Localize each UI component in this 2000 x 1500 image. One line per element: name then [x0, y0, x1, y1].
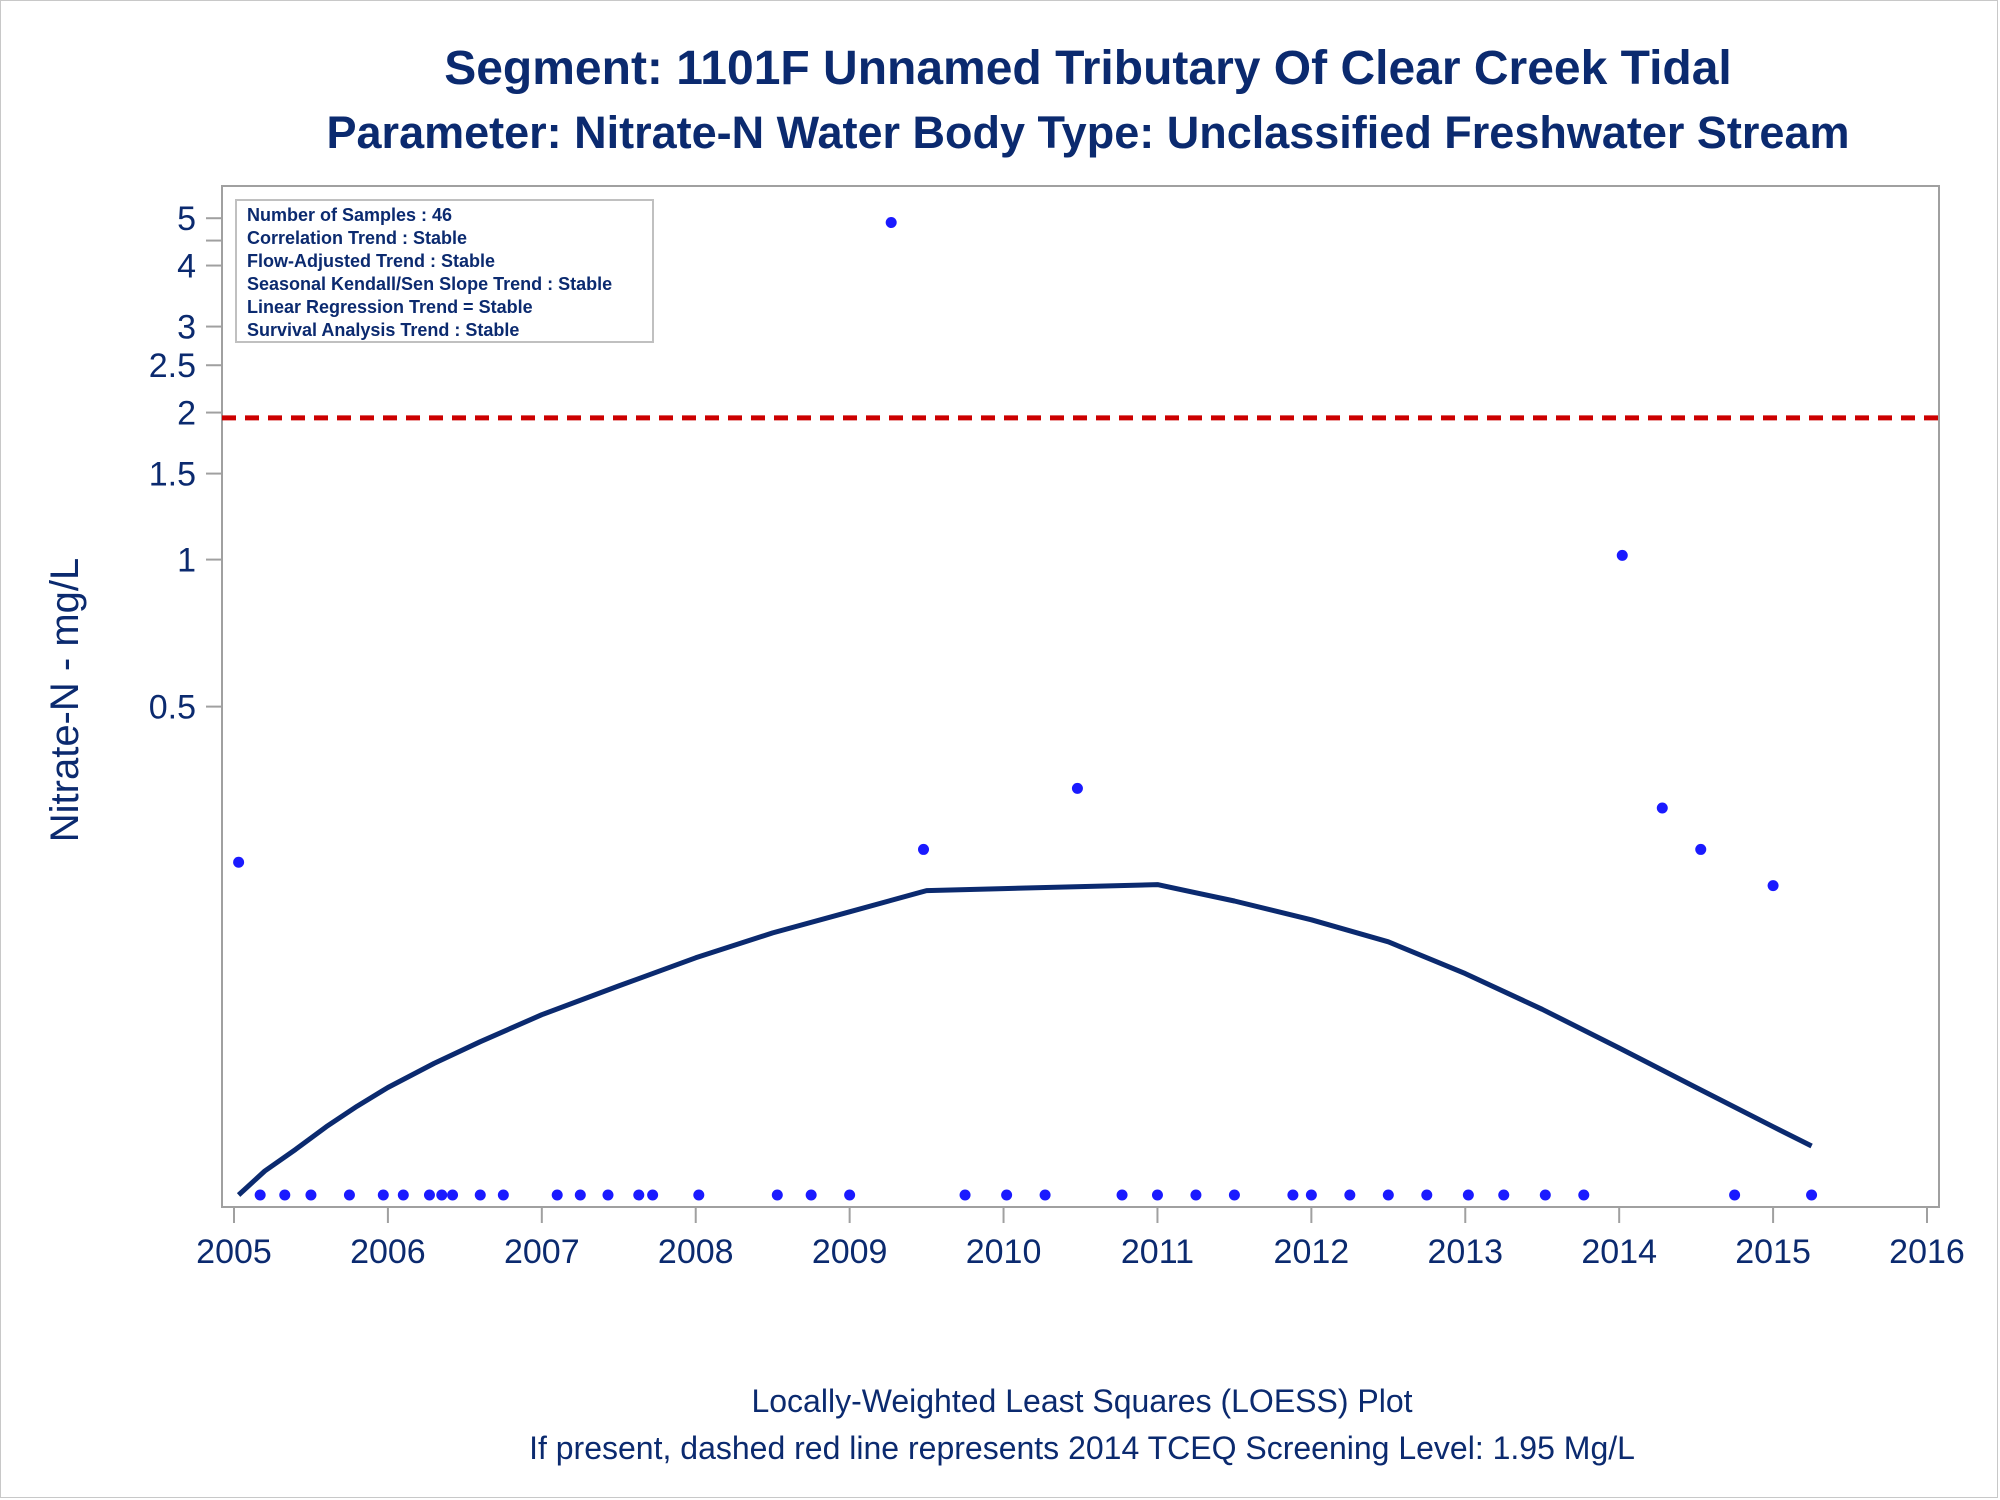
data-point	[254, 1189, 266, 1201]
data-point	[1539, 1189, 1551, 1201]
data-point	[1287, 1189, 1299, 1201]
x-tick-label: 2006	[350, 1233, 426, 1271]
data-point	[1729, 1189, 1741, 1201]
data-point	[647, 1189, 659, 1201]
data-point	[1382, 1189, 1394, 1201]
data-point	[1767, 880, 1779, 892]
x-tick-label: 2005	[196, 1233, 272, 1271]
x-tick-label: 2014	[1581, 1233, 1657, 1271]
x-tick-label: 2013	[1427, 1233, 1503, 1271]
data-point	[377, 1189, 389, 1201]
data-point	[1344, 1189, 1356, 1201]
data-point	[551, 1189, 563, 1201]
data-point	[1228, 1189, 1240, 1201]
y-axis: 5 4 32.5 2 1.5 1 0.5	[149, 200, 222, 727]
data-point	[1039, 1189, 1051, 1201]
stats-line-flow-adjusted: Flow-Adjusted Trend : Stable	[247, 251, 495, 271]
plot-frame	[221, 185, 1940, 1208]
y-tick-label: 3	[177, 309, 196, 347]
data-point	[1656, 802, 1668, 814]
x-tick-label: 2008	[658, 1233, 734, 1271]
y-tick-label: 1	[177, 542, 196, 580]
data-point	[1806, 1189, 1818, 1201]
chart-title: Segment: 1101F Unnamed Tributary Of Clea…	[444, 42, 1732, 95]
data-point	[693, 1189, 705, 1201]
y-tick-label: 0.5	[149, 689, 196, 727]
y-axis-label: Nitrate-N - mg/L	[43, 558, 87, 843]
stats-line-survival-analysis: Survival Analysis Trend : Stable	[247, 320, 519, 340]
data-point	[1116, 1189, 1128, 1201]
stats-box: Number of Samples : 46 Correlation Trend…	[235, 199, 654, 343]
chart-subtitle: Parameter: Nitrate-N Water Body Type: Un…	[327, 107, 1850, 158]
data-point	[1421, 1189, 1433, 1201]
data-point	[1462, 1189, 1474, 1201]
y-tick-label: 4	[177, 248, 196, 286]
x-tick-label: 2015	[1735, 1233, 1811, 1271]
data-point	[1190, 1189, 1202, 1201]
loess-curve	[236, 882, 1813, 1197]
data-point	[602, 1189, 614, 1201]
data-point	[844, 1189, 856, 1201]
footnote-screening-level: If present, dashed red line represents 2…	[529, 1430, 1635, 1466]
x-tick-label: 2012	[1274, 1233, 1350, 1271]
data-point	[633, 1189, 645, 1201]
data-point	[574, 1189, 586, 1201]
stats-line-correlation: Correlation Trend : Stable	[247, 228, 467, 248]
data-point	[771, 1189, 783, 1201]
x-tick-label: 2011	[1121, 1233, 1194, 1271]
y-tick-label: 5	[177, 200, 196, 238]
data-point	[436, 1189, 448, 1201]
x-tick-label: 2016	[1889, 1233, 1965, 1271]
data-point	[1071, 782, 1083, 794]
plot-area	[221, 185, 1940, 1208]
stats-line-samples: Number of Samples : 46	[247, 205, 452, 225]
x-axis: 2005 2006 2007 2008 2009 2010 2011 2012 2013 2014…	[196, 1207, 1965, 1271]
x-tick-label: 2009	[812, 1233, 888, 1271]
stats-box-frame	[235, 199, 654, 343]
x-tick-label: 2010	[966, 1233, 1042, 1271]
data-point	[233, 856, 245, 868]
data-point	[918, 843, 930, 855]
data-point	[1151, 1189, 1163, 1201]
stats-line-seasonal-kendall: Seasonal Kendall/Sen Slope Trend : Stabl…	[247, 274, 612, 294]
y-tick-label: 2	[177, 395, 196, 433]
y-tick-label: 2.5	[149, 347, 196, 385]
data-point	[305, 1189, 317, 1201]
data-point	[1305, 1189, 1317, 1201]
data-point	[397, 1189, 409, 1201]
footnote-loess: Locally-Weighted Least Squares (LOESS) P…	[751, 1383, 1412, 1419]
data-point	[423, 1189, 435, 1201]
data-point	[1578, 1189, 1590, 1201]
data-point	[805, 1189, 817, 1201]
data-point	[1001, 1189, 1013, 1201]
y-tick-label: 1.5	[149, 456, 196, 494]
data-point	[885, 217, 897, 229]
data-point	[497, 1189, 509, 1201]
data-point	[474, 1189, 486, 1201]
data-point	[279, 1189, 291, 1201]
x-tick-label: 2007	[504, 1233, 580, 1271]
data-point	[1616, 549, 1628, 561]
stats-line-linear-regression: Linear Regression Trend = Stable	[247, 297, 533, 317]
data-point	[1498, 1189, 1510, 1201]
data-point	[447, 1189, 459, 1201]
data-point	[343, 1189, 355, 1201]
data-point	[1695, 843, 1707, 855]
data-point	[959, 1189, 971, 1201]
